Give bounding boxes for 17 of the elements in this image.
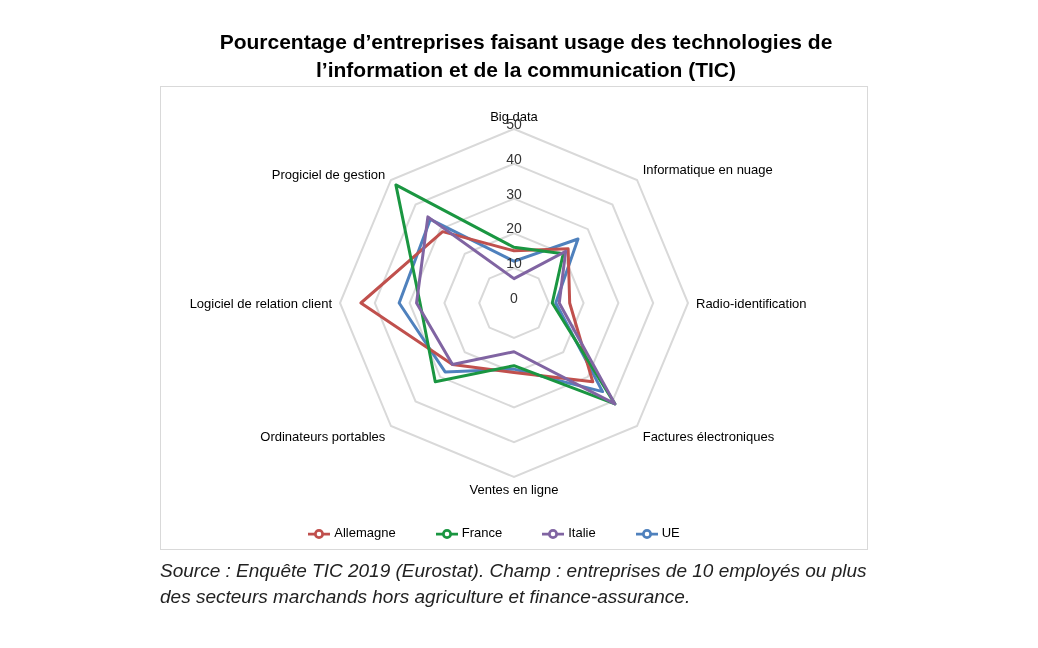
chart-title: Pourcentage d’entreprises faisant usage des technologies de l’information et de la communication (TIC) [218, 29, 834, 83]
spoke-label: Logiciel de relation client [189, 295, 333, 311]
legend-label: Italie [568, 525, 596, 541]
spoke-label: Progiciel de gestion [271, 166, 386, 182]
spoke-label: Ventes en ligne [469, 482, 559, 498]
spoke-label: Factures électroniques [642, 428, 775, 444]
source-note: Source : Enquête TIC 2019 (Eurostat). Champ : entreprises de 10 employés ou plus des secteurs marchands hors agriculture et finance-assurance. [160, 559, 868, 609]
y-tick-label: 20 [506, 220, 522, 237]
y-tick-label: 30 [506, 185, 522, 202]
legend-label: UE [661, 525, 680, 541]
legend-label: Allemagne [334, 525, 396, 541]
y-tick-label: 0 [510, 290, 519, 306]
spoke-label: Ordinateurs portables [260, 428, 386, 444]
spoke-label: Informatique en nuage [642, 162, 773, 178]
spoke-label: Radio-identification [696, 295, 807, 311]
legend-label: France [461, 525, 503, 541]
y-tick-label: 40 [506, 150, 522, 167]
